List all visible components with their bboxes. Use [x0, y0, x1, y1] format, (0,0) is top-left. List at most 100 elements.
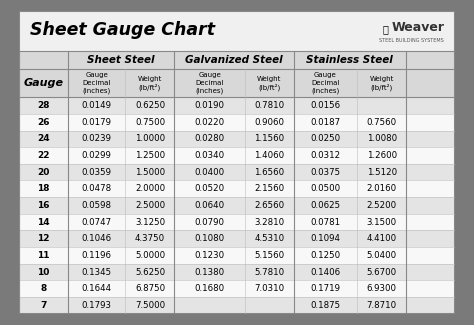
Text: Weight
(lb/ft²): Weight (lb/ft²): [257, 75, 282, 91]
Text: 0.1345: 0.1345: [82, 267, 112, 277]
Text: 1.5120: 1.5120: [366, 168, 397, 176]
Text: 0.0400: 0.0400: [194, 168, 225, 176]
Text: 0.1380: 0.1380: [194, 267, 225, 277]
Text: Gauge
Decimal
(inches): Gauge Decimal (inches): [82, 72, 111, 94]
Text: 0.0520: 0.0520: [194, 184, 225, 193]
Text: 2.0000: 2.0000: [135, 184, 165, 193]
Text: 2.5000: 2.5000: [135, 201, 165, 210]
Text: 0.7500: 0.7500: [135, 118, 165, 127]
Text: 2.6560: 2.6560: [254, 201, 284, 210]
Bar: [19, 180, 455, 197]
Text: 0.0598: 0.0598: [82, 201, 112, 210]
Text: 22: 22: [37, 151, 50, 160]
Text: 0.0149: 0.0149: [82, 101, 112, 110]
Bar: [19, 264, 455, 280]
Text: 14: 14: [37, 217, 50, 227]
Text: 0.7810: 0.7810: [254, 101, 284, 110]
Text: 0.0239: 0.0239: [82, 134, 112, 143]
Text: 0.0790: 0.0790: [194, 217, 225, 227]
Text: 0.0280: 0.0280: [194, 134, 225, 143]
Text: 5.1560: 5.1560: [254, 251, 284, 260]
Text: 0.9060: 0.9060: [254, 118, 284, 127]
Text: Weaver: Weaver: [391, 20, 444, 33]
Text: 5.0400: 5.0400: [366, 251, 397, 260]
Bar: [19, 280, 455, 297]
Text: 0.1680: 0.1680: [194, 284, 225, 293]
Text: 3.1250: 3.1250: [135, 217, 165, 227]
Text: 3.1500: 3.1500: [366, 217, 397, 227]
Text: 16: 16: [37, 201, 50, 210]
Text: 7.5000: 7.5000: [135, 301, 165, 310]
Text: 0.1080: 0.1080: [194, 234, 225, 243]
Text: 0.1719: 0.1719: [310, 284, 340, 293]
Bar: [19, 230, 455, 247]
Text: 1.4060: 1.4060: [254, 151, 284, 160]
Text: 0.0625: 0.0625: [310, 201, 340, 210]
Text: 11: 11: [37, 251, 50, 260]
Text: 1.0000: 1.0000: [135, 134, 165, 143]
Text: 28: 28: [37, 101, 50, 110]
Text: 1.2600: 1.2600: [366, 151, 397, 160]
Text: 0.7560: 0.7560: [366, 118, 397, 127]
Text: 6.9300: 6.9300: [366, 284, 397, 293]
Text: 0.0340: 0.0340: [194, 151, 225, 160]
Text: 0.0220: 0.0220: [194, 118, 225, 127]
Bar: [19, 97, 455, 114]
Bar: [19, 70, 455, 97]
Text: 12: 12: [37, 234, 50, 243]
Text: 0.0312: 0.0312: [310, 151, 340, 160]
Text: 0.6250: 0.6250: [135, 101, 165, 110]
Text: 2.5200: 2.5200: [366, 201, 397, 210]
Bar: [19, 114, 455, 131]
Bar: [19, 247, 455, 264]
Text: 0.1230: 0.1230: [194, 251, 225, 260]
Text: 0.1046: 0.1046: [82, 234, 112, 243]
Bar: [19, 51, 455, 70]
Text: 1.1560: 1.1560: [254, 134, 284, 143]
Text: 24: 24: [37, 134, 50, 143]
Text: 18: 18: [37, 184, 50, 193]
Text: Weight
(lb/ft²): Weight (lb/ft²): [369, 75, 394, 91]
Text: 0.0747: 0.0747: [82, 217, 112, 227]
Bar: [19, 297, 455, 314]
Text: 5.0000: 5.0000: [135, 251, 165, 260]
Text: 0.0156: 0.0156: [310, 101, 340, 110]
Text: 0.0375: 0.0375: [310, 168, 340, 176]
Text: 0.0478: 0.0478: [82, 184, 112, 193]
Text: 0.0640: 0.0640: [194, 201, 225, 210]
Text: 26: 26: [37, 118, 50, 127]
Bar: [19, 197, 455, 214]
Text: Gauge
Decimal
(inches): Gauge Decimal (inches): [195, 72, 224, 94]
Text: Weight
(lb/ft²): Weight (lb/ft²): [138, 75, 162, 91]
Text: Galvanized Steel: Galvanized Steel: [185, 55, 283, 65]
Text: 1.2500: 1.2500: [135, 151, 165, 160]
Text: 0.0187: 0.0187: [310, 118, 340, 127]
Text: 0.1196: 0.1196: [82, 251, 112, 260]
Text: 10: 10: [37, 267, 50, 277]
Text: 5.7810: 5.7810: [254, 267, 284, 277]
Text: Gauge
Decimal
(inches): Gauge Decimal (inches): [311, 72, 339, 94]
Text: 0.1875: 0.1875: [310, 301, 340, 310]
Bar: [19, 164, 455, 180]
Text: 4.5310: 4.5310: [254, 234, 284, 243]
Text: 1.6560: 1.6560: [254, 168, 284, 176]
Text: 7: 7: [40, 301, 46, 310]
Text: 0.0781: 0.0781: [310, 217, 340, 227]
Text: 1.0080: 1.0080: [366, 134, 397, 143]
Bar: [19, 214, 455, 230]
Text: 6.8750: 6.8750: [135, 284, 165, 293]
Text: 0.0190: 0.0190: [194, 101, 225, 110]
Bar: [19, 147, 455, 164]
Text: 4.4100: 4.4100: [366, 234, 397, 243]
Text: 0.0299: 0.0299: [82, 151, 112, 160]
Text: 0.1250: 0.1250: [310, 251, 340, 260]
Text: 5.6700: 5.6700: [366, 267, 397, 277]
Text: 0.1094: 0.1094: [310, 234, 340, 243]
Text: 0.0250: 0.0250: [310, 134, 340, 143]
Text: 0.0359: 0.0359: [82, 168, 112, 176]
Text: 0.1644: 0.1644: [82, 284, 112, 293]
Text: Gauge: Gauge: [23, 78, 64, 88]
Text: 20: 20: [37, 168, 50, 176]
Text: 2.1560: 2.1560: [254, 184, 284, 193]
Text: 7.8710: 7.8710: [366, 301, 397, 310]
